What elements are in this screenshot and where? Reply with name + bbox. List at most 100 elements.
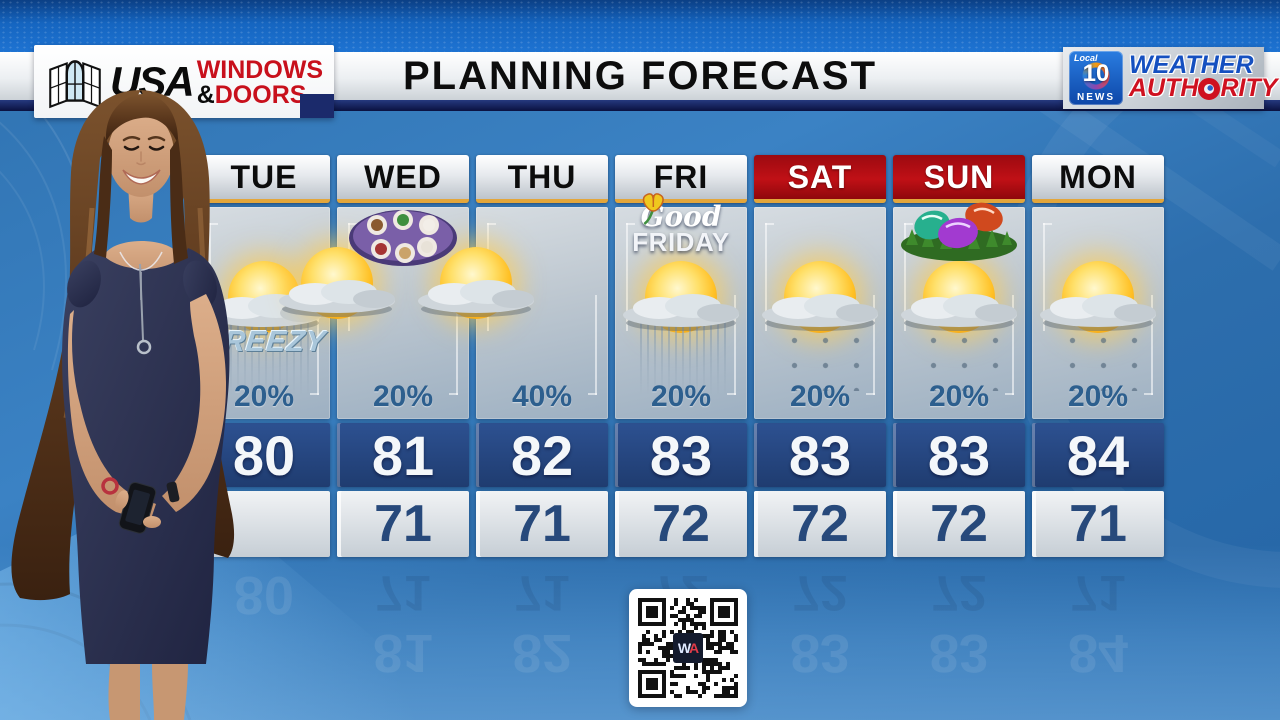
presenter-hair-front (105, 94, 179, 144)
local10-news-logo: Local 10 NEWS (1069, 51, 1123, 105)
low-temp-value: 71 (513, 495, 571, 553)
precip-value: 20% (233, 380, 295, 413)
high-temp: 82 (476, 423, 608, 487)
bracket-left (765, 223, 774, 331)
dress-zipper (139, 263, 144, 341)
cloud-icon (418, 280, 534, 317)
cloud-icon (901, 294, 1017, 331)
forecast-day-column: SAT 20% 83 72 (754, 155, 886, 557)
day-icon-panel: 20% (754, 207, 886, 419)
high-temp: 83 (615, 423, 747, 487)
day-header: MON (1032, 155, 1164, 203)
low-temp-value: 72 (652, 495, 710, 553)
watch (166, 481, 180, 503)
navy-divider-strip (0, 100, 1280, 111)
low-temp: 72 (754, 491, 886, 557)
red-bracelet (101, 477, 119, 495)
sponsor-wordmark: WINDOWS &DOORS (196, 55, 324, 109)
weather-icon (1038, 255, 1158, 391)
forecast-day-column: FRI Good FRIDAY 20% 83 72 (615, 155, 747, 557)
open-window-icon (49, 59, 101, 108)
high-temp-value: 83 (927, 423, 991, 487)
rain-streaks (635, 313, 727, 399)
sponsor-doors-text: &DOORS (196, 80, 307, 109)
authority-text: AUTH RITY (1129, 74, 1278, 102)
good-friday-caps: FRIDAY (632, 227, 730, 257)
forecast-day-column: WED 20% 81 71 (279, 155, 469, 557)
high-temp-value: 81 (371, 423, 435, 487)
ten-text: 10 (1082, 60, 1110, 87)
day-icon-panel: Good FRIDAY 20% (615, 193, 747, 419)
weather-text: WEATHER (1129, 51, 1254, 79)
high-temp: 83 (754, 423, 886, 487)
rain-streaks (774, 321, 866, 391)
day-header: FRI (615, 155, 747, 203)
rain-streaks (218, 313, 310, 399)
forecast-day-column: MON 20% 84 71 (1032, 155, 1164, 557)
bracket-right (588, 295, 597, 395)
day-icon-panel: 20% (1032, 207, 1164, 419)
zipper-ring (136, 339, 152, 355)
qr-code: W A (629, 589, 747, 707)
hurricane-o-icon (1198, 77, 1221, 100)
cloud-icon (279, 280, 395, 317)
rain-streaks (1052, 321, 1144, 391)
high-temp-value: 80 (232, 423, 296, 487)
tulip-icon (642, 193, 664, 225)
low-temp: 71 (337, 491, 469, 557)
bracket-right (1144, 295, 1153, 395)
station-logo: Local 10 NEWS WEATHER AUTH RITY (1063, 47, 1277, 109)
qr-modules (638, 598, 738, 698)
forecast-day-column: THU 40% 82 71 (418, 155, 608, 557)
day-header: SUN (893, 155, 1025, 203)
low-temp-value: 72 (791, 495, 849, 553)
high-temp-value: 84 (1066, 423, 1130, 487)
day-label: WED (364, 158, 442, 195)
qr-logo-w: W (677, 640, 691, 656)
presenter-face-features (122, 136, 166, 185)
precip-value: 40% (511, 380, 573, 413)
bracket-right (727, 295, 736, 395)
high-temp: 81 (337, 423, 469, 487)
weather-icon (760, 255, 880, 391)
qr-logo-a: A (689, 640, 699, 656)
high-temp: 83 (893, 423, 1025, 487)
sponsor-logo: USA WINDOWS &DOORS (34, 45, 334, 118)
weather-authority-wordmark: WEATHER AUTH RITY (1129, 51, 1278, 102)
qr-center-logo: W A (673, 633, 703, 663)
day-label: MON (1059, 158, 1137, 195)
sponsor-windows-text: WINDOWS (196, 55, 324, 84)
day-header: SAT (754, 155, 886, 203)
day-icon-panel: 20% (279, 207, 469, 419)
bracket-right (866, 295, 875, 395)
good-friday-graphic: Good FRIDAY (632, 193, 730, 257)
high-temp: 84 (1032, 423, 1164, 487)
high-temp-value: 82 (510, 423, 574, 487)
presenter-legs (108, 664, 188, 720)
day-label: THU (507, 158, 577, 195)
weather-icon (621, 255, 741, 399)
local-text: Local (1074, 53, 1098, 63)
bracket-left (904, 223, 913, 331)
presenter-right-arm (162, 294, 226, 512)
day-label: TUE (230, 158, 298, 195)
low-temp: 72 (893, 491, 1025, 557)
precip-value: 20% (789, 380, 851, 413)
day-label: SAT (787, 158, 853, 195)
page-title: PLANNING FORECAST (403, 53, 877, 98)
presenter-dress (62, 248, 230, 664)
bracket-right (1005, 295, 1014, 395)
precip-value: 20% (928, 380, 990, 413)
high-temp-value: 83 (649, 423, 713, 487)
forecast-grid: TUE BREEZY 20% 80 (198, 155, 1164, 557)
precip-value: 20% (650, 380, 712, 413)
day-header: WED (337, 155, 469, 203)
weather-icon (277, 241, 397, 365)
bracket-left (626, 223, 635, 331)
day-label: SUN (923, 158, 995, 195)
top-blue-banner (0, 0, 1280, 52)
low-temp-value: 71 (1069, 495, 1127, 553)
seder-plate-graphic (347, 207, 459, 274)
bracket-right (449, 295, 458, 395)
